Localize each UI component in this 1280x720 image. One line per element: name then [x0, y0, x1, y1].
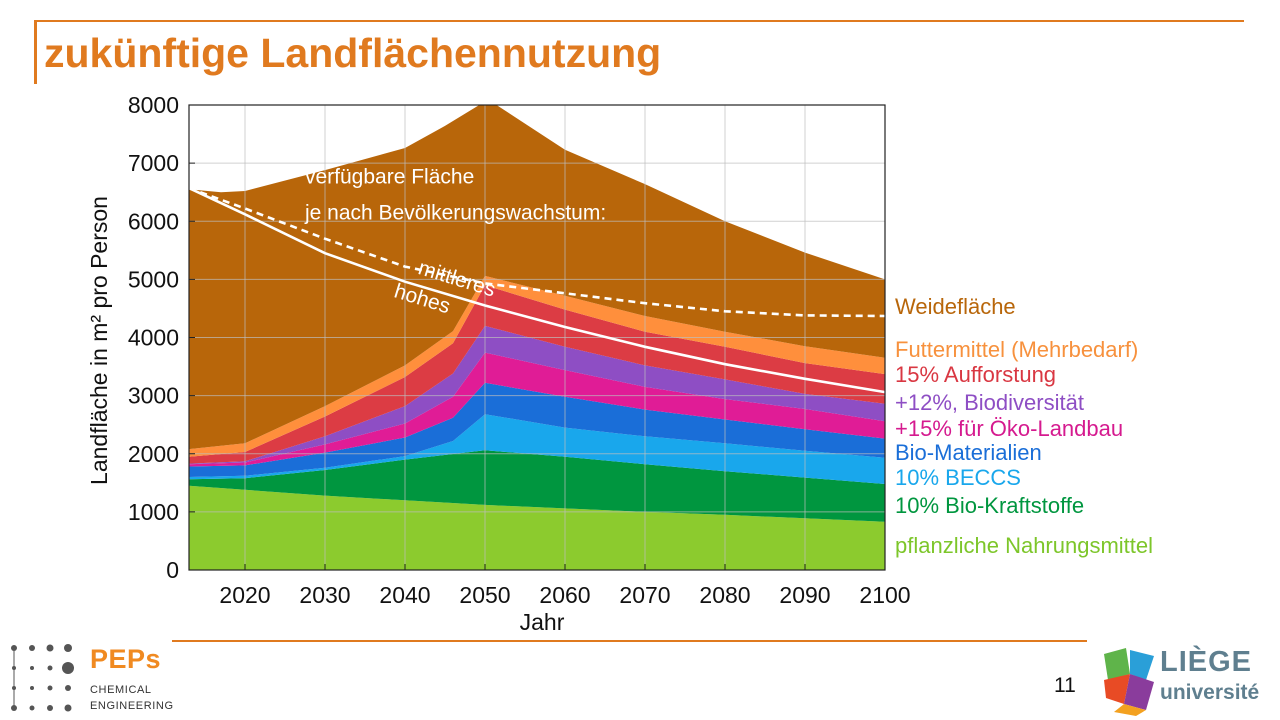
uliege-logo-name: LIÈGE	[1160, 646, 1253, 678]
line-hohes	[188, 186, 886, 394]
legend-pflanzliche-nahrungsmittel: pflanzliche Nahrungsmittel	[895, 533, 1153, 558]
peps-logo-name: PEPs	[90, 644, 162, 674]
x-tick-label-2050: 2050	[459, 582, 510, 608]
footer-rule	[172, 640, 1087, 642]
area-12-biodiversit-t	[189, 325, 885, 465]
x-axis-label: Jahr	[520, 609, 565, 635]
line-mittleres	[188, 186, 886, 318]
area-pflanzliche-nahrungsmittel	[189, 485, 885, 570]
y-tick-label-8000: 8000	[128, 92, 179, 118]
y-tick-label-6000: 6000	[128, 208, 179, 234]
area-futtermittel-mehrbedarf	[189, 275, 885, 457]
annotation-je-nach-bev-lkerungswachstum: je nach Bevölkerungswachstum:	[304, 202, 606, 225]
y-tick-label-1000: 1000	[128, 499, 179, 525]
area-10-beccs	[189, 414, 885, 484]
legend-10-bio-kraftstoffe: 10% Bio-Kraftstoffe	[895, 493, 1084, 518]
slide-title: zukünftige Landflächennutzung	[44, 30, 662, 76]
legend-futtermittel-mehrbedarf: Futtermittel (Mehrbedarf)	[895, 337, 1138, 362]
x-tick-label-2040: 2040	[379, 582, 430, 608]
y-tick-label-2000: 2000	[128, 441, 179, 467]
peps-logo-icon	[11, 644, 74, 712]
uliege-logo-sub: université	[1160, 681, 1260, 704]
area-layers	[189, 105, 885, 570]
peps-logo-line2: ENGINEERING	[90, 700, 174, 712]
x-tick-label-2100: 2100	[859, 582, 910, 608]
legend-12-biodiversit-t: +12%, Biodiversität	[895, 390, 1084, 415]
legend-weidefl-che: Weidefläche	[895, 294, 1016, 319]
x-tick-label-2060: 2060	[539, 582, 590, 608]
y-tick-label-0: 0	[166, 557, 179, 583]
annotation-verf-gbare-fl-che: verfügbare Fläche	[305, 165, 474, 188]
area-10-bio-kraftstoffe	[189, 450, 885, 522]
y-tick-label-7000: 7000	[128, 150, 179, 176]
y-axis-label: Landfläche in m² pro Person	[86, 196, 112, 485]
legend-10-beccs: 10% BECCS	[895, 465, 1021, 490]
x-tick-label-2020: 2020	[219, 582, 270, 608]
area-15-aufforstung	[189, 285, 885, 464]
legend-15-aufforstung: 15% Aufforstung	[895, 362, 1056, 387]
area-15-f-r-ko-landbau	[189, 352, 885, 467]
y-tick-label-3000: 3000	[128, 383, 179, 409]
uliege-logo-icon	[1104, 648, 1154, 716]
title-top-rule	[34, 20, 1244, 22]
y-tick-label-5000: 5000	[128, 266, 179, 292]
x-tick-label-2070: 2070	[619, 582, 670, 608]
page-number: 11	[1054, 674, 1076, 697]
land-use-chart: 2020 2030 2040 2050 2060 2070 2080 2090 2100 0 100…	[86, 92, 1153, 635]
legend-bio-materialien: Bio-Materialien	[895, 440, 1042, 465]
title-side-rule	[34, 20, 37, 84]
x-tick-label-2090: 2090	[779, 582, 830, 608]
peps-logo-line1: CHEMICAL	[90, 684, 152, 696]
legend-15-f-r-ko-landbau: +15% für Öko-Landbau	[895, 416, 1123, 441]
x-tick-label-2080: 2080	[699, 582, 750, 608]
area-weidefl-che	[189, 105, 885, 450]
y-tick-label-4000: 4000	[128, 325, 179, 351]
x-tick-label-2030: 2030	[299, 582, 350, 608]
